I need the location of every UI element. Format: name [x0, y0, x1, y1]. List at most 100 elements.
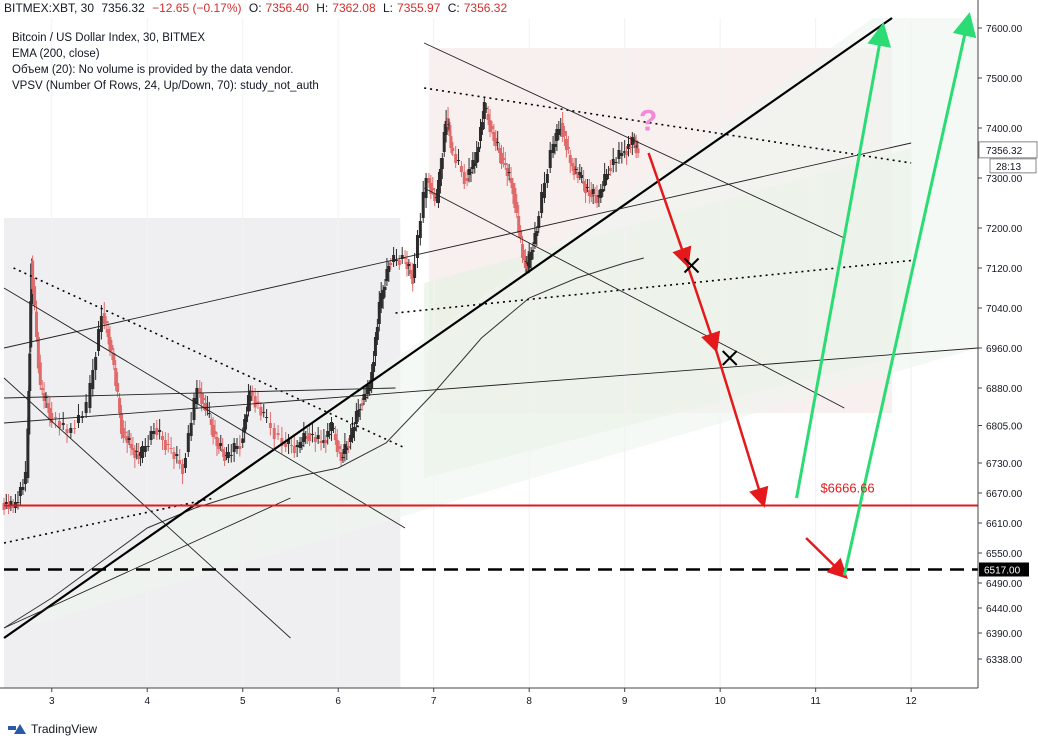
candle-body: [135, 451, 139, 452]
candle-body: [345, 446, 349, 450]
candle-body: [496, 142, 500, 143]
candle-body: [605, 174, 609, 180]
candle-body: [16, 502, 20, 503]
y-tick-label: 6670.00: [986, 489, 1023, 500]
candle-body: [397, 260, 401, 265]
candle-body: [385, 269, 389, 281]
candle-body: [140, 446, 144, 458]
low-value: 7355.97: [397, 1, 441, 15]
y-tick-label: 7400.00: [986, 124, 1023, 135]
candle-body: [183, 458, 187, 468]
candle-body: [172, 452, 176, 459]
y-tick-label: 7040.00: [986, 304, 1023, 315]
legend-ema[interactable]: EMA (200, close): [12, 48, 100, 60]
candle-body: [457, 160, 461, 161]
candle-body: [265, 417, 269, 418]
candle-body: [578, 172, 582, 175]
candle-body: [635, 145, 639, 148]
candle-body: [373, 337, 377, 356]
legend-title[interactable]: Bitcoin / US Dollar Index, 30, BITMEX: [12, 32, 206, 44]
legend-volume[interactable]: Объем (20): No volume is provided by the…: [12, 64, 294, 76]
candle-body: [507, 172, 511, 173]
price-change: −12.65 (−0.17%): [152, 1, 242, 15]
candle-body: [582, 181, 586, 184]
candle-body: [358, 409, 362, 410]
time-axis[interactable]: 3 4 5 6 7 8 9 10 11 12: [0, 687, 978, 707]
candle-body: [57, 421, 61, 428]
candle-body: [310, 434, 314, 435]
timer-tag-box: [989, 158, 1037, 174]
candle-body: [198, 388, 202, 393]
candle-body: [356, 410, 360, 417]
candle-body: [447, 124, 451, 125]
candle-body: [99, 316, 103, 332]
candle-body: [606, 174, 610, 175]
brand-name[interactable]: TradingView: [31, 722, 98, 736]
candle-body: [517, 216, 521, 233]
candle-body: [436, 180, 440, 203]
candle-body: [272, 428, 276, 439]
candle-body: [522, 258, 526, 260]
candle-body: [431, 188, 435, 190]
trend-lines[interactable]: [3, 17, 979, 639]
y-tick-label: 6805.00: [986, 422, 1023, 433]
candle-body: [462, 172, 466, 184]
candle-body: [377, 302, 381, 324]
candle-body: [175, 454, 179, 456]
candle-body: [143, 446, 147, 452]
candle-body: [9, 501, 13, 506]
red-projection-arrow: [714, 347, 769, 508]
price-axis[interactable]: 7600.00 7500.00 7400.00 7300.00 7200.00 7120.…: [977, 0, 1038, 688]
candle-body: [123, 432, 127, 433]
candle-body: [243, 419, 247, 433]
candle-body: [65, 429, 69, 433]
candle-body: [163, 440, 167, 450]
legend-vpsv[interactable]: VPSV (Number Of Rows, 24, Up/Down, 70): …: [12, 80, 319, 92]
y-tick-label: 6730.00: [986, 459, 1023, 470]
candle-body: [21, 487, 25, 490]
candle-body: [444, 121, 448, 135]
projection-arrows[interactable]: [647, 12, 977, 580]
channel-line: [3, 377, 291, 639]
y-tick-label: 7120.00: [986, 264, 1023, 275]
candle-body: [40, 388, 44, 390]
candle-body: [415, 235, 419, 258]
symbol-name[interactable]: BITMEX:XBT, 30: [4, 1, 95, 15]
candle-body: [368, 388, 372, 391]
candle-body: [280, 438, 284, 446]
candle-body: [34, 311, 38, 337]
candle-body: [54, 417, 58, 418]
green-projection-arrow: [795, 22, 892, 499]
candle-body: [313, 437, 317, 442]
candle-body: [584, 184, 588, 193]
x-tick-label: 5: [240, 696, 246, 707]
candle-body: [482, 102, 486, 119]
candle-body: [226, 452, 230, 458]
candle-body: [611, 159, 615, 165]
high-value: 7362.08: [332, 1, 376, 15]
channel-line: [3, 497, 291, 629]
candle-body: [333, 434, 337, 440]
candle-body: [146, 446, 150, 447]
channel-line: [3, 287, 406, 529]
candle-body: [595, 196, 599, 203]
candle-body: [625, 151, 629, 155]
candle-body: [108, 337, 112, 351]
candle-body: [427, 178, 431, 183]
candle-body: [203, 403, 207, 411]
candle-body: [494, 138, 498, 146]
candle-body: [383, 287, 387, 290]
candle-body: [533, 233, 537, 244]
candle-body: [27, 391, 31, 435]
footer: TradingView: [8, 722, 97, 736]
candle-body: [628, 147, 632, 148]
candle-body: [490, 126, 494, 129]
tradingview-logo-icon: [8, 723, 26, 735]
candle-body: [580, 175, 584, 178]
candle-body: [634, 145, 638, 154]
candle-body: [248, 390, 252, 401]
candle-body: [7, 505, 11, 509]
candle-body: [133, 450, 137, 458]
candle-body: [433, 193, 437, 201]
